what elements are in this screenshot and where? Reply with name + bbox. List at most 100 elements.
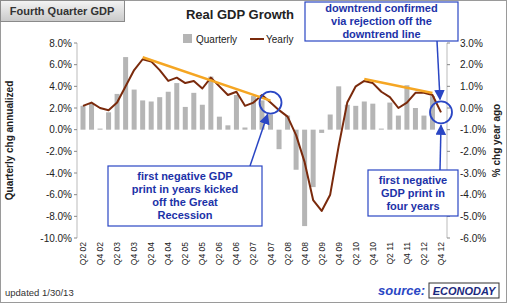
plot-area: [81, 57, 444, 226]
tab: [1, 1, 125, 22]
y2-tick: [447, 43, 450, 44]
y2-tick-label: -5.0%: [460, 211, 486, 222]
annotation-text: off the Great: [152, 196, 218, 208]
bar: [319, 130, 324, 133]
y2-axis-title: % chg year ago: [491, 104, 502, 177]
x-tick-label: Q4 06: [231, 242, 241, 265]
annotation-box: [368, 170, 458, 216]
bar: [166, 92, 171, 130]
footnote: updated 1/30/13: [5, 287, 74, 298]
y2-tick: [447, 151, 450, 152]
y-tick: [74, 238, 77, 239]
annotation-text: Recession: [157, 209, 212, 221]
annotation-text: four years: [386, 200, 439, 212]
x-tick-label: Q4 05: [197, 242, 207, 265]
bar: [242, 128, 247, 130]
bar: [302, 130, 307, 226]
bar: [157, 97, 162, 129]
y-tick-label: -2.0%: [46, 146, 72, 157]
y2-tick-label: 0.0%: [460, 103, 483, 114]
title: Real GDP Growth: [186, 7, 294, 22]
y2-tick: [447, 129, 450, 130]
y2-tick-label: 1.0%: [460, 81, 483, 92]
x-tick-label: Q2 03: [112, 242, 122, 265]
bar: [200, 105, 205, 130]
x-tick-label: Q2 11: [385, 242, 395, 265]
legend-swatch: [183, 34, 192, 43]
annotation-arrow: [250, 115, 268, 166]
bar: [353, 106, 358, 130]
bar: [98, 129, 103, 130]
x-tick-label: Q2 07: [248, 242, 258, 265]
source-label: source:: [378, 283, 425, 298]
y2-tick: [447, 86, 450, 87]
y-tick-label: 8.0%: [49, 38, 72, 49]
trend-line: [143, 57, 271, 100]
y-tick: [74, 129, 77, 130]
bar: [123, 57, 128, 130]
y2-tick: [447, 108, 450, 109]
bar: [81, 106, 86, 130]
y-tick-label: -10.0%: [40, 233, 72, 244]
x-tick-label: Q2 12: [419, 242, 429, 265]
bar: [234, 95, 239, 130]
bar: [421, 116, 426, 130]
x-tick-label: Q2 08: [283, 242, 293, 265]
x-tick-label: Q4 10: [368, 242, 378, 265]
bar: [89, 104, 94, 130]
annotation-box: [108, 166, 262, 226]
x-tick-label: Q4 02: [95, 242, 105, 265]
chart: Fourth Quarter GDPReal GDP Growth8.0%6.0…: [0, 0, 507, 303]
bar: [379, 129, 384, 130]
bar: [328, 115, 333, 130]
bar: [217, 117, 222, 130]
y-tick: [74, 64, 77, 65]
x-tick-label: Q2 06: [214, 242, 224, 265]
x-tick-label: Q4 11: [402, 242, 412, 265]
y-tick: [74, 194, 77, 195]
y-tick-label: 0.0%: [49, 124, 72, 135]
bar: [191, 93, 196, 130]
y2-tick-label: -4.0%: [460, 189, 486, 200]
y-tick: [74, 108, 77, 109]
y-tick-label: -8.0%: [46, 211, 72, 222]
annotation-box: [305, 2, 458, 41]
annotation-text: downtrend confirmed: [325, 2, 437, 14]
y-tick: [74, 173, 77, 174]
y-tick-label: -4.0%: [46, 168, 72, 179]
y2-tick-label: -1.0%: [460, 124, 486, 135]
x-tick-label: Q4 08: [300, 242, 310, 265]
bar: [268, 115, 273, 130]
x-tick-label: Q2 05: [180, 242, 190, 265]
bar: [149, 102, 154, 130]
bar: [404, 85, 409, 129]
highlight-circle: [430, 101, 452, 123]
y-tick: [74, 86, 77, 87]
bar: [277, 130, 282, 150]
y2-tick-label: 3.0%: [460, 38, 483, 49]
bar: [183, 107, 188, 130]
bar: [387, 103, 392, 130]
y-axis-line: [77, 43, 78, 238]
y2-tick-label: -2.0%: [460, 146, 486, 157]
legend-label: Yearly: [266, 34, 293, 45]
bar: [370, 104, 375, 130]
y-tick-label: 6.0%: [49, 59, 72, 70]
x-tick-label: Q4 04: [163, 242, 173, 265]
frame: [1, 1, 507, 303]
bar: [362, 102, 367, 130]
annotation-text: via rejection off the: [331, 15, 432, 27]
y-tick-label: 4.0%: [49, 81, 72, 92]
x-tick-label: Q2 04: [146, 242, 156, 265]
source-logo: ECONODAY: [433, 285, 497, 297]
x-tick-label: Q4 09: [334, 242, 344, 265]
y-tick: [74, 151, 77, 152]
source-logo-box: [429, 283, 499, 298]
annotation-arrow: [437, 41, 440, 99]
y2-tick-label: 2.0%: [460, 59, 483, 70]
bar: [396, 116, 401, 130]
x-tick-label: Q2 02: [78, 242, 88, 265]
annotation-text: first negative: [379, 174, 447, 186]
x-tick-label: Q2 09: [317, 242, 327, 265]
y-axis-title: Quarterly chg annualized: [4, 81, 15, 200]
